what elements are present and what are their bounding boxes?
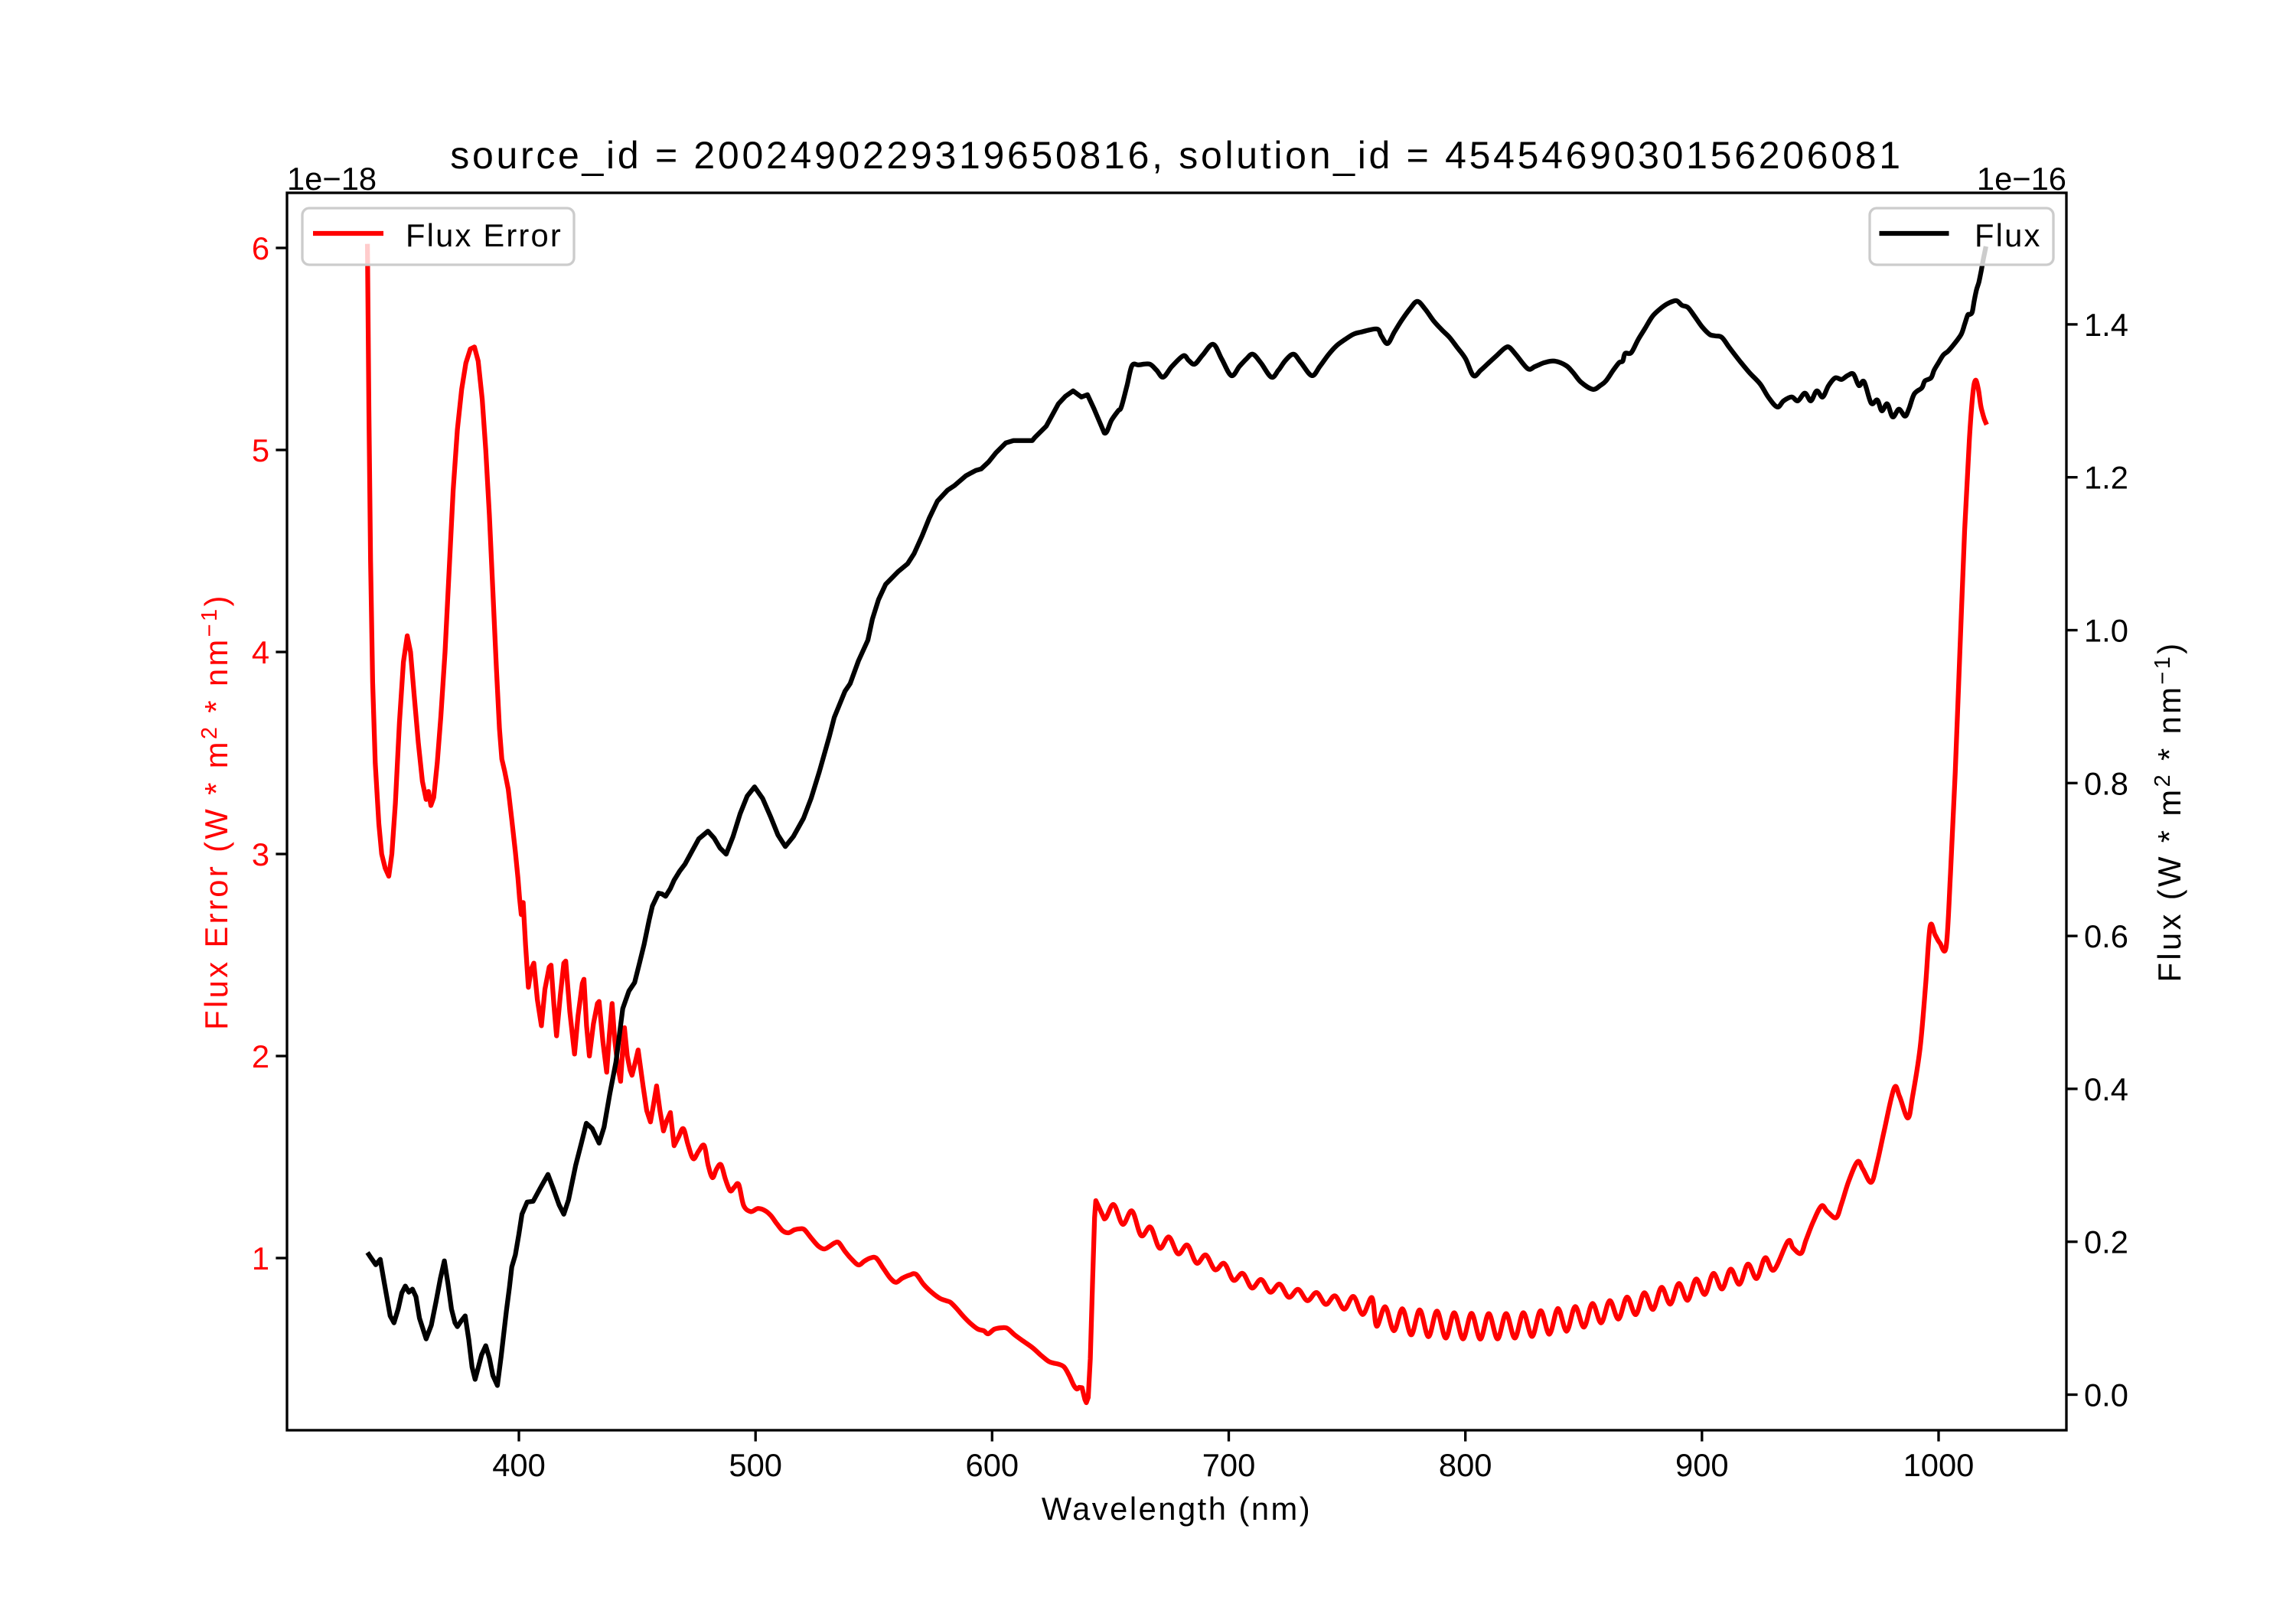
svg-text:Flux (W * m2 * nm−1): Flux (W * m2 * nm−1): [2151, 641, 2187, 982]
svg-text:400: 400: [492, 1447, 546, 1483]
svg-text:Wavelength (nm): Wavelength (nm): [1042, 1491, 1312, 1527]
svg-text:1e−16: 1e−16: [1977, 161, 2066, 197]
svg-text:3: 3: [252, 836, 269, 872]
svg-text:Flux Error: Flux Error: [406, 217, 563, 253]
svg-text:5: 5: [252, 432, 269, 468]
svg-text:source_id = 200249022931965081: source_id = 2002490229319650816, solutio…: [450, 134, 1903, 177]
svg-text:900: 900: [1675, 1447, 1729, 1483]
svg-text:2: 2: [252, 1038, 269, 1074]
svg-text:0.0: 0.0: [2084, 1377, 2128, 1413]
svg-text:6: 6: [252, 230, 269, 266]
svg-text:700: 700: [1202, 1447, 1256, 1483]
svg-text:4: 4: [252, 634, 269, 670]
svg-text:Flux: Flux: [1975, 217, 2042, 253]
svg-text:1.0: 1.0: [2084, 613, 2128, 649]
svg-text:1: 1: [252, 1240, 269, 1276]
svg-text:1e−18: 1e−18: [287, 161, 377, 197]
svg-text:800: 800: [1439, 1447, 1492, 1483]
svg-text:600: 600: [966, 1447, 1019, 1483]
svg-text:1000: 1000: [1903, 1447, 1975, 1483]
svg-text:0.6: 0.6: [2084, 918, 2128, 954]
svg-text:1.2: 1.2: [2084, 460, 2128, 496]
svg-text:0.8: 0.8: [2084, 765, 2128, 801]
svg-text:0.2: 0.2: [2084, 1224, 2128, 1260]
svg-text:0.4: 0.4: [2084, 1071, 2128, 1107]
svg-text:1.4: 1.4: [2084, 307, 2128, 343]
svg-text:500: 500: [729, 1447, 782, 1483]
svg-text:Flux Error (W * m2 * nm−1): Flux Error (W * m2 * nm−1): [197, 593, 234, 1030]
